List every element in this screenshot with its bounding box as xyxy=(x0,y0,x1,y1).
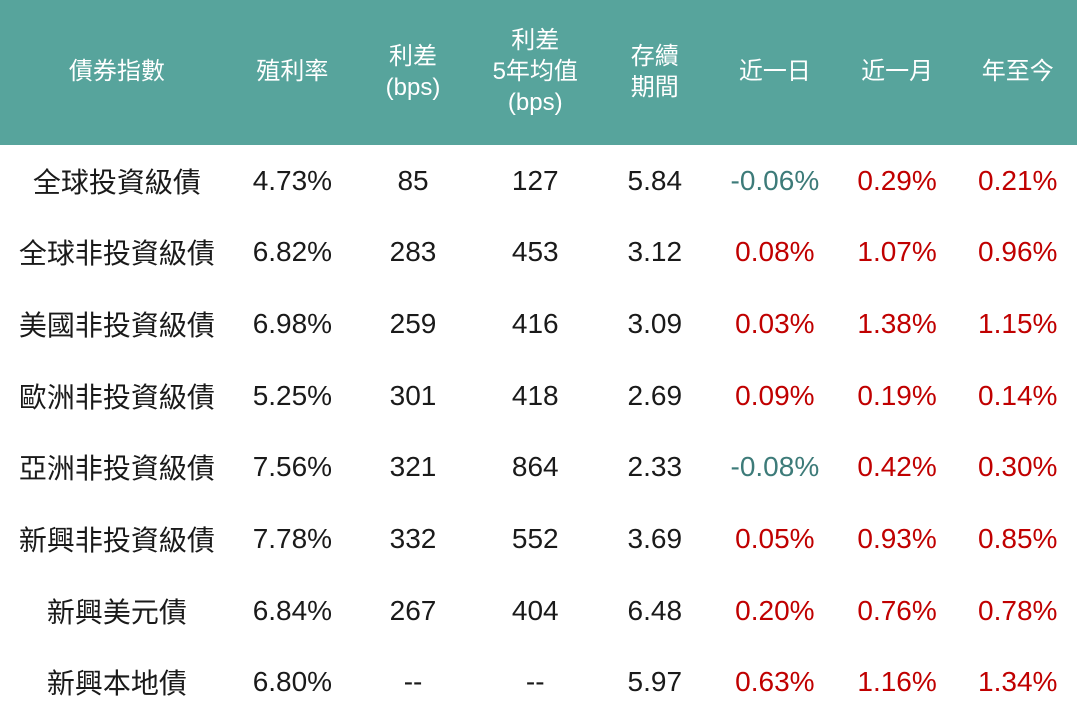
table-row: 新興非投資級債 7.78% 332 552 3.69 0.05% 0.93% 0… xyxy=(0,503,1077,575)
cell-yield: 6.98% xyxy=(252,308,333,340)
table-row: 歐洲非投資級債 5.25% 301 418 2.69 0.09% 0.19% 0… xyxy=(0,360,1077,432)
column-header-duration: 存續 期間 xyxy=(595,0,715,145)
cell-spread-5y-avg: 418 xyxy=(511,379,559,411)
table-header: 債券指數 殖利率 利差 (bps) 利差 5年均值 (bps) 存續 期間 近一… xyxy=(0,0,1077,145)
cell-change-ytd: 1.15% xyxy=(978,308,1058,340)
cell-spread-5y-avg: 127 xyxy=(511,164,559,196)
cell-bond-index: 亞洲非投資級債 xyxy=(18,453,215,485)
cell-change-ytd: 1.34% xyxy=(978,666,1058,698)
cell-spread-bps: 301 xyxy=(389,379,437,411)
column-header-change-1d: 近一日 xyxy=(714,0,836,145)
cell-bond-index: 美國非投資級債 xyxy=(18,310,215,342)
cell-spread-5y-avg: 416 xyxy=(511,308,559,340)
cell-change-1d: 0.05% xyxy=(735,522,815,554)
cell-change-1d: 0.20% xyxy=(735,594,815,626)
column-header-yield: 殖利率 xyxy=(233,0,352,145)
cell-spread-bps: 85 xyxy=(397,164,429,196)
cell-change-1m: 1.07% xyxy=(857,236,937,268)
cell-change-1m: 1.16% xyxy=(857,666,937,698)
cell-change-1d: 0.63% xyxy=(735,666,815,698)
cell-spread-5y-avg: 864 xyxy=(511,451,559,483)
cell-change-1d: -0.06% xyxy=(730,164,820,196)
cell-bond-index: 歐洲非投資級債 xyxy=(18,381,215,413)
cell-spread-5y-avg: 404 xyxy=(511,594,559,626)
cell-bond-index: 新興本地債 xyxy=(46,668,187,700)
column-header-change-ytd: 年至今 xyxy=(958,0,1077,145)
cell-bond-index: 全球非投資級債 xyxy=(18,238,215,270)
cell-duration: 3.12 xyxy=(627,236,683,268)
cell-change-ytd: 0.96% xyxy=(978,236,1058,268)
column-header-spread-bps: 利差 (bps) xyxy=(351,0,475,145)
cell-yield: 7.56% xyxy=(252,451,333,483)
cell-change-ytd: 0.78% xyxy=(978,594,1058,626)
cell-change-1m: 0.42% xyxy=(857,451,937,483)
cell-change-1d: 0.09% xyxy=(735,379,815,411)
cell-duration: 6.48 xyxy=(627,594,683,626)
cell-change-1m: 0.76% xyxy=(857,594,937,626)
column-header-bond-index: 債券指數 xyxy=(0,0,234,145)
header-row: 債券指數 殖利率 利差 (bps) 利差 5年均值 (bps) 存續 期間 近一… xyxy=(0,0,1077,145)
cell-yield: 7.78% xyxy=(252,522,333,554)
cell-change-1m: 1.38% xyxy=(857,308,937,340)
cell-spread-bps: 283 xyxy=(389,236,437,268)
cell-yield: 6.80% xyxy=(252,666,333,698)
cell-spread-5y-avg: 552 xyxy=(511,522,559,554)
cell-change-1m: 0.29% xyxy=(857,164,937,196)
cell-yield: 6.82% xyxy=(252,236,333,268)
cell-spread-bps: 321 xyxy=(389,451,437,483)
table-row: 新興美元債 6.84% 267 404 6.48 0.20% 0.76% 0.7… xyxy=(0,575,1077,647)
table-row: 美國非投資級債 6.98% 259 416 3.09 0.03% 1.38% 1… xyxy=(0,288,1077,360)
cell-duration: 5.97 xyxy=(627,666,683,698)
cell-change-ytd: 0.85% xyxy=(978,522,1058,554)
column-header-spread-5y-avg: 利差 5年均值 (bps) xyxy=(474,0,596,145)
cell-duration: 2.69 xyxy=(627,379,683,411)
cell-bond-index: 全球投資級債 xyxy=(32,166,201,198)
cell-duration: 3.69 xyxy=(627,522,683,554)
cell-duration: 5.84 xyxy=(627,164,683,196)
cell-spread-bps: -- xyxy=(403,666,423,698)
table-row: 亞洲非投資級債 7.56% 321 864 2.33 -0.08% 0.42% … xyxy=(0,432,1077,504)
cell-change-ytd: 0.30% xyxy=(978,451,1058,483)
table-row: 新興本地債 6.80% -- -- 5.97 0.63% 1.16% 1.34% xyxy=(0,646,1077,718)
cell-bond-index: 新興美元債 xyxy=(46,596,187,628)
cell-yield: 6.84% xyxy=(252,594,333,626)
cell-change-1d: 0.03% xyxy=(735,308,815,340)
table-row: 全球投資級債 4.73% 85 127 5.84 -0.06% 0.29% 0.… xyxy=(0,145,1077,217)
cell-spread-bps: 332 xyxy=(389,522,437,554)
cell-yield: 4.73% xyxy=(252,164,333,196)
cell-bond-index: 新興非投資級債 xyxy=(18,524,215,556)
cell-duration: 3.09 xyxy=(627,308,683,340)
cell-change-1d: -0.08% xyxy=(730,451,820,483)
cell-change-1m: 0.93% xyxy=(857,522,937,554)
cell-change-ytd: 0.21% xyxy=(978,164,1058,196)
table-body: 全球投資級債 4.73% 85 127 5.84 -0.06% 0.29% 0.… xyxy=(0,145,1077,718)
cell-yield: 5.25% xyxy=(252,379,333,411)
cell-duration: 2.33 xyxy=(627,451,683,483)
cell-spread-bps: 259 xyxy=(389,308,437,340)
cell-spread-bps: 267 xyxy=(389,594,437,626)
cell-change-1m: 0.19% xyxy=(857,379,937,411)
table-row: 全球非投資級債 6.82% 283 453 3.12 0.08% 1.07% 0… xyxy=(0,217,1077,289)
cell-change-1d: 0.08% xyxy=(735,236,815,268)
cell-spread-5y-avg: 453 xyxy=(511,236,559,268)
column-header-change-1m: 近一月 xyxy=(835,0,959,145)
cell-change-ytd: 0.14% xyxy=(978,379,1058,411)
cell-spread-5y-avg: -- xyxy=(525,666,545,698)
